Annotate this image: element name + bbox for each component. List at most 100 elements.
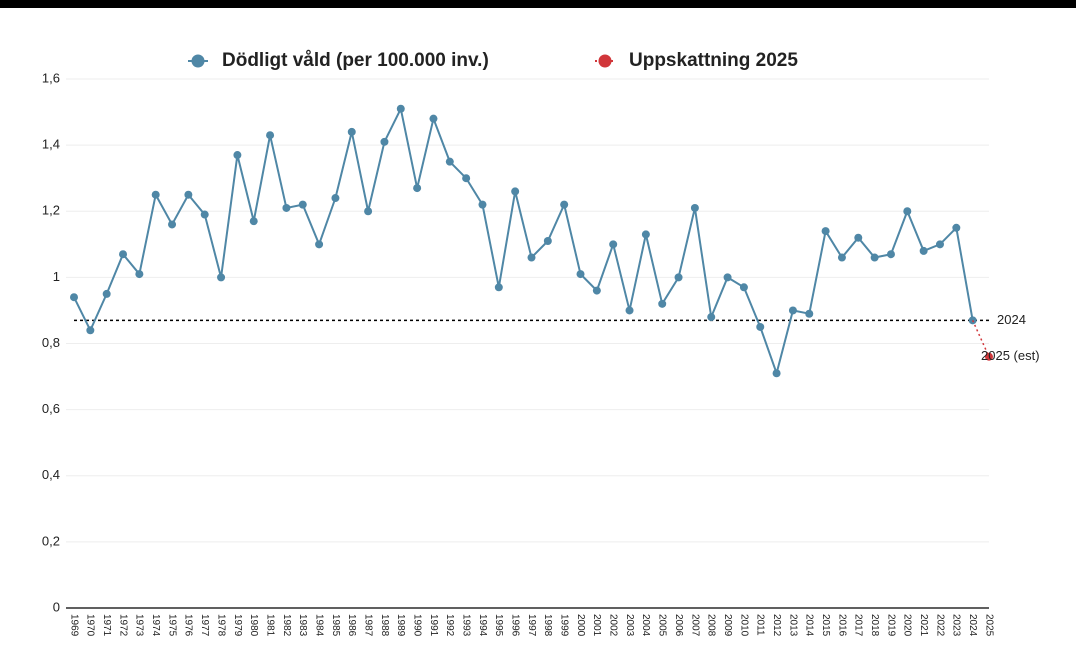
data-point [788, 306, 797, 315]
x-tick-label: 2007 [689, 614, 700, 637]
x-tick-label: 1994 [477, 614, 488, 637]
x-tick-label: 2023 [951, 614, 962, 637]
x-tick-label: 1996 [510, 614, 521, 637]
x-tick-label: 2009 [722, 614, 733, 637]
y-tick-label: 0,4 [42, 467, 60, 482]
data-point [641, 230, 650, 239]
x-tick-label: 1969 [68, 614, 79, 637]
x-tick-label: 2006 [673, 614, 684, 637]
x-tick-label: 2011 [755, 614, 766, 636]
y-tick-label: 1 [53, 269, 60, 284]
data-point [331, 194, 340, 203]
x-tick-label: 2018 [869, 614, 880, 637]
top-bar [0, 0, 1076, 8]
data-point [396, 104, 405, 113]
x-tick-label: 1973 [134, 614, 145, 637]
x-tick-label: 2015 [820, 614, 831, 637]
x-tick-label: 1985 [330, 614, 341, 637]
x-tick-label: 1972 [117, 614, 128, 637]
x-tick-label: 1983 [297, 614, 308, 637]
data-point [168, 220, 177, 229]
data-point [249, 217, 258, 226]
data-point [102, 289, 111, 298]
data-point [772, 369, 781, 378]
data-point [70, 293, 78, 302]
series-line [73, 105, 974, 377]
data-point [952, 223, 961, 232]
x-tick-label: 2020 [902, 614, 913, 637]
x-tick-label: 1989 [395, 614, 406, 637]
y-tick-label: 0,8 [42, 335, 60, 350]
data-point [200, 210, 209, 219]
x-tick-label: 1990 [411, 614, 422, 637]
x-tick-label: 1991 [428, 614, 439, 637]
data-point [543, 237, 552, 246]
x-tick-label: 2010 [738, 614, 749, 637]
data-point [756, 322, 765, 331]
data-point [674, 273, 683, 282]
x-tick-label: 1987 [362, 614, 373, 637]
data-point [821, 227, 830, 236]
data-point [184, 190, 193, 199]
data-point [462, 174, 471, 183]
x-tick-label: 2021 [918, 614, 929, 637]
x-tick-label: 1997 [526, 614, 537, 637]
x-tick-label: 1982 [281, 614, 292, 637]
x-tick-label: 2013 [787, 614, 798, 637]
data-point [723, 273, 732, 282]
data-point [560, 200, 569, 209]
x-tick-label: 2014 [804, 614, 815, 637]
data-point [119, 250, 128, 259]
x-tick-label: 1988 [379, 614, 390, 637]
x-tick-label: 1975 [166, 614, 177, 637]
x-tick-label: 1998 [542, 614, 553, 637]
data-point [739, 283, 748, 292]
legend-marker [598, 54, 612, 68]
data-point [837, 253, 846, 262]
data-point [527, 253, 536, 262]
data-point [413, 184, 422, 193]
y-tick-label: 1,4 [42, 137, 60, 152]
data-point [805, 309, 814, 318]
estimate-label: 2025 (est) [981, 348, 1040, 363]
data-point [86, 326, 95, 335]
x-tick-label: 1970 [85, 614, 96, 637]
legend-label: Uppskattning 2025 [629, 50, 798, 71]
legend-label: Dödligt våld (per 100.000 inv.) [222, 50, 489, 71]
data-point [511, 187, 520, 196]
x-tick-label: 1974 [150, 614, 161, 637]
data-point [233, 151, 242, 160]
data-point [315, 240, 324, 249]
data-point [870, 253, 879, 262]
data-point [151, 190, 160, 199]
series-line [971, 320, 990, 358]
x-tick-label: 1992 [444, 614, 455, 637]
x-tick-label: 2001 [591, 614, 602, 637]
data-point [886, 250, 895, 259]
data-point [576, 270, 585, 279]
x-tick-label: 2005 [657, 614, 668, 637]
x-tick-label: 1978 [215, 614, 226, 637]
x-tick-label: 1986 [346, 614, 357, 637]
data-point [380, 137, 389, 146]
data-point [919, 246, 928, 255]
x-tick-label: 1977 [199, 614, 210, 637]
data-point [217, 273, 226, 282]
x-tick-label: 2002 [608, 614, 619, 637]
x-tick-label: 2019 [885, 614, 896, 637]
x-tick-label: 1980 [248, 614, 259, 637]
x-tick-label: 2000 [575, 614, 586, 637]
data-point [935, 240, 944, 249]
y-tick-label: 1,6 [42, 70, 60, 85]
data-point [364, 207, 373, 216]
data-point [985, 352, 993, 361]
x-tick-label: 2004 [640, 614, 651, 637]
x-tick-label: 2008 [706, 614, 717, 637]
data-point [445, 157, 454, 166]
x-tick-label: 1979 [232, 614, 243, 637]
y-tick-label: 1,2 [42, 203, 60, 218]
data-point [854, 233, 863, 242]
data-point [347, 127, 356, 136]
x-tick-label: 1993 [461, 614, 472, 637]
